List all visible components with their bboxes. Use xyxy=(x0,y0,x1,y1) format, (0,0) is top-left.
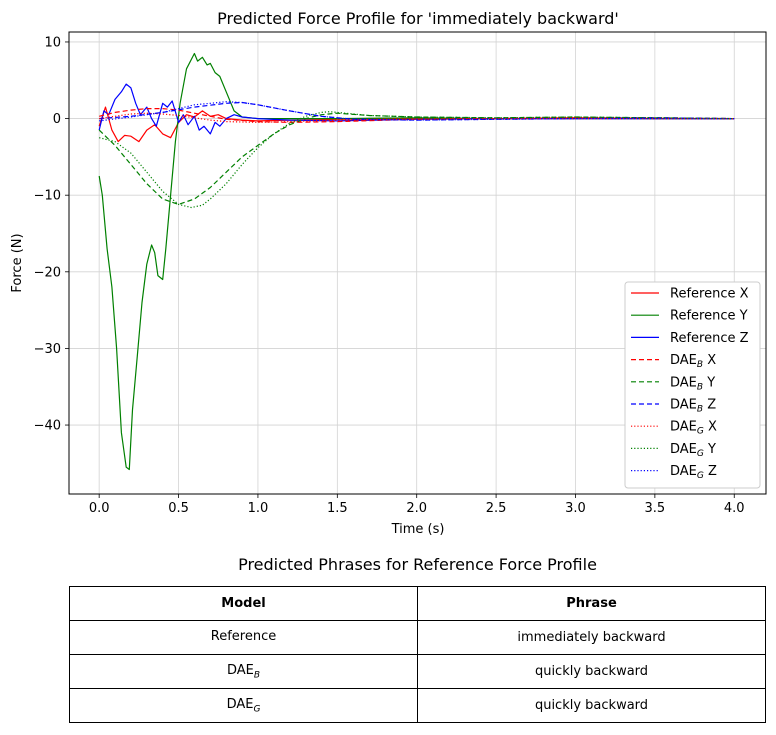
chart-legend: Reference X Reference Y Reference Z DAEB X D… xyxy=(624,281,761,489)
header-phrase: Phrase xyxy=(417,586,766,621)
y-tick-label: −40 xyxy=(34,419,61,434)
x-tick-label: 1.5 xyxy=(327,501,348,516)
y-tick-label: 0 xyxy=(53,112,61,127)
phrase-cell: quickly backward xyxy=(417,654,766,689)
legend-entry-label: Reference Z xyxy=(670,331,749,346)
header-model: Model xyxy=(69,586,418,621)
plot-frame xyxy=(68,31,767,495)
series-lines xyxy=(98,52,735,471)
model-cell: DAEB xyxy=(69,654,418,689)
y-axis-label: Force (N) xyxy=(10,233,25,292)
table-header-row: Model Phrase xyxy=(69,586,766,621)
x-tick-label: 4.0 xyxy=(724,501,745,516)
series-line-reference-z xyxy=(98,83,735,135)
y-tick-label: 10 xyxy=(44,35,61,50)
series-line-dae-g-x xyxy=(99,112,735,124)
y-tick-label: −30 xyxy=(34,342,61,357)
axis-ticks: 0.0 0.5 1.0 1.5 2.0 2.5 3.0 3.5 4.0 10 0 −10 −20 −30 −… xyxy=(34,35,745,516)
series-line-reference-y xyxy=(98,52,735,471)
model-cell: Reference xyxy=(69,620,418,655)
y-tick-label: −10 xyxy=(34,189,61,204)
phrases-table: Model Phrase Reference immediately backw… xyxy=(69,586,766,723)
chart-title: Predicted Force Profile for 'immediately… xyxy=(217,9,619,28)
legend-entry-label: DAEG Y xyxy=(670,442,716,459)
x-tick-label: 2.5 xyxy=(486,501,507,516)
series-line-dae-g-z xyxy=(99,101,735,122)
x-axis-label: Time (s) xyxy=(391,522,445,537)
x-tick-label: 1.0 xyxy=(248,501,269,516)
series-line-dae-b-x xyxy=(99,107,735,124)
legend-entry-label: Reference X xyxy=(670,287,749,302)
legend-entry-label: DAEG Z xyxy=(670,464,717,481)
x-tick-label: 2.0 xyxy=(406,501,427,516)
x-tick-label: 3.0 xyxy=(565,501,586,516)
legend-entry-label: DAEB Z xyxy=(670,398,716,415)
model-cell: DAEG xyxy=(69,688,418,723)
legend-entry-label: DAEG X xyxy=(670,420,717,437)
y-tick-label: −20 xyxy=(34,265,61,280)
legend-entry-label: DAEB X xyxy=(670,353,716,370)
legend-box xyxy=(624,281,761,489)
x-tick-label: 0.0 xyxy=(89,501,110,516)
legend-entry-label: DAEB Y xyxy=(670,375,715,392)
table-title: Predicted Phrases for Reference Force Pr… xyxy=(238,555,597,574)
phrase-cell: immediately backward xyxy=(417,620,766,655)
phrase-cell: quickly backward xyxy=(417,688,766,723)
x-tick-label: 0.5 xyxy=(168,501,189,516)
legend-entry-label: Reference Y xyxy=(670,309,748,324)
table-row: DAEB quickly backward xyxy=(69,654,766,689)
force-profile-chart: Predicted Force Profile for 'immediately… xyxy=(10,9,767,537)
x-tick-label: 3.5 xyxy=(645,501,666,516)
table-row: DAEG quickly backward xyxy=(69,688,766,723)
table-row: Reference immediately backward xyxy=(69,620,766,655)
series-line-dae-g-y xyxy=(99,111,735,209)
